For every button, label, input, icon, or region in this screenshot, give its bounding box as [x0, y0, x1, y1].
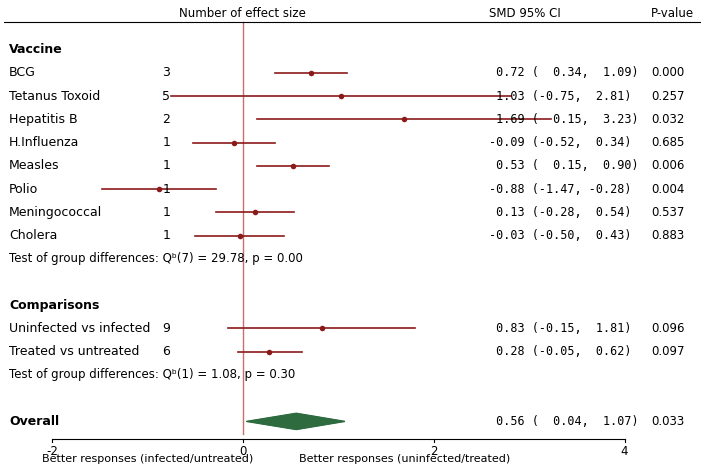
Text: SMD 95% CI: SMD 95% CI: [489, 7, 561, 20]
Text: Measles: Measles: [9, 159, 60, 172]
Text: 1.03 (-0.75,  2.81): 1.03 (-0.75, 2.81): [489, 90, 632, 103]
Text: 0.83 (-0.15,  1.81): 0.83 (-0.15, 1.81): [489, 322, 632, 335]
Text: 1: 1: [162, 183, 170, 196]
Text: 0.13 (-0.28,  0.54): 0.13 (-0.28, 0.54): [489, 206, 632, 219]
Text: Test of group differences: Qᵇ(7) = 29.78, p = 0.00: Test of group differences: Qᵇ(7) = 29.78…: [9, 252, 303, 265]
Text: Polio: Polio: [9, 183, 38, 196]
Text: Better responses (infected/untreated): Better responses (infected/untreated): [42, 454, 253, 464]
Text: 0.004: 0.004: [652, 183, 685, 196]
Text: Hepatitis B: Hepatitis B: [9, 113, 77, 126]
Text: Cholera: Cholera: [9, 229, 57, 242]
Text: 1: 1: [162, 206, 170, 219]
Text: 2: 2: [162, 113, 170, 126]
Text: 0.28 (-0.05,  0.62): 0.28 (-0.05, 0.62): [489, 345, 632, 358]
Text: Meningococcal: Meningococcal: [9, 206, 102, 219]
Text: Treated vs untreated: Treated vs untreated: [9, 345, 139, 358]
Text: 0.537: 0.537: [652, 206, 685, 219]
Text: -2: -2: [46, 446, 58, 458]
Polygon shape: [247, 413, 345, 430]
Text: 0.006: 0.006: [652, 159, 685, 172]
Text: 6: 6: [162, 345, 170, 358]
Text: 2: 2: [430, 446, 437, 458]
Text: H.Influenza: H.Influenza: [9, 136, 79, 149]
Text: 5: 5: [162, 90, 170, 103]
Text: 0.097: 0.097: [652, 345, 685, 358]
Text: 0: 0: [239, 446, 247, 458]
Text: 0.53 (  0.15,  0.90): 0.53 ( 0.15, 0.90): [489, 159, 639, 172]
Text: Vaccine: Vaccine: [9, 43, 62, 56]
Text: Overall: Overall: [9, 415, 59, 428]
Text: 0.033: 0.033: [652, 415, 684, 428]
Text: -0.09 (-0.52,  0.34): -0.09 (-0.52, 0.34): [489, 136, 632, 149]
Text: Better responses (uninfected/treated): Better responses (uninfected/treated): [299, 454, 510, 464]
Text: 3: 3: [162, 66, 170, 79]
Text: 1: 1: [162, 159, 170, 172]
Text: -0.88 (-1.47, -0.28): -0.88 (-1.47, -0.28): [489, 183, 632, 196]
Text: 1: 1: [162, 229, 170, 242]
Text: 1.69 (  0.15,  3.23): 1.69 ( 0.15, 3.23): [489, 113, 639, 126]
Text: 0.000: 0.000: [652, 66, 684, 79]
Text: P-value: P-value: [652, 7, 694, 20]
Text: BCG: BCG: [9, 66, 36, 79]
Text: 4: 4: [621, 446, 628, 458]
Text: Test of group differences: Qᵇ(1) = 1.08, p = 0.30: Test of group differences: Qᵇ(1) = 1.08,…: [9, 368, 295, 382]
Text: 9: 9: [162, 322, 170, 335]
Text: 0.56 (  0.04,  1.07): 0.56 ( 0.04, 1.07): [489, 415, 639, 428]
Text: 0.883: 0.883: [652, 229, 684, 242]
Text: 0.257: 0.257: [652, 90, 685, 103]
Text: Uninfected vs infected: Uninfected vs infected: [9, 322, 150, 335]
Text: Comparisons: Comparisons: [9, 299, 99, 312]
Text: 1: 1: [162, 136, 170, 149]
Text: 0.685: 0.685: [652, 136, 685, 149]
Text: Number of effect size: Number of effect size: [179, 7, 306, 20]
Text: -0.03 (-0.50,  0.43): -0.03 (-0.50, 0.43): [489, 229, 632, 242]
Text: 0.72 (  0.34,  1.09): 0.72 ( 0.34, 1.09): [489, 66, 639, 79]
Text: 0.096: 0.096: [652, 322, 685, 335]
Text: Tetanus Toxoid: Tetanus Toxoid: [9, 90, 100, 103]
Text: 0.032: 0.032: [652, 113, 685, 126]
